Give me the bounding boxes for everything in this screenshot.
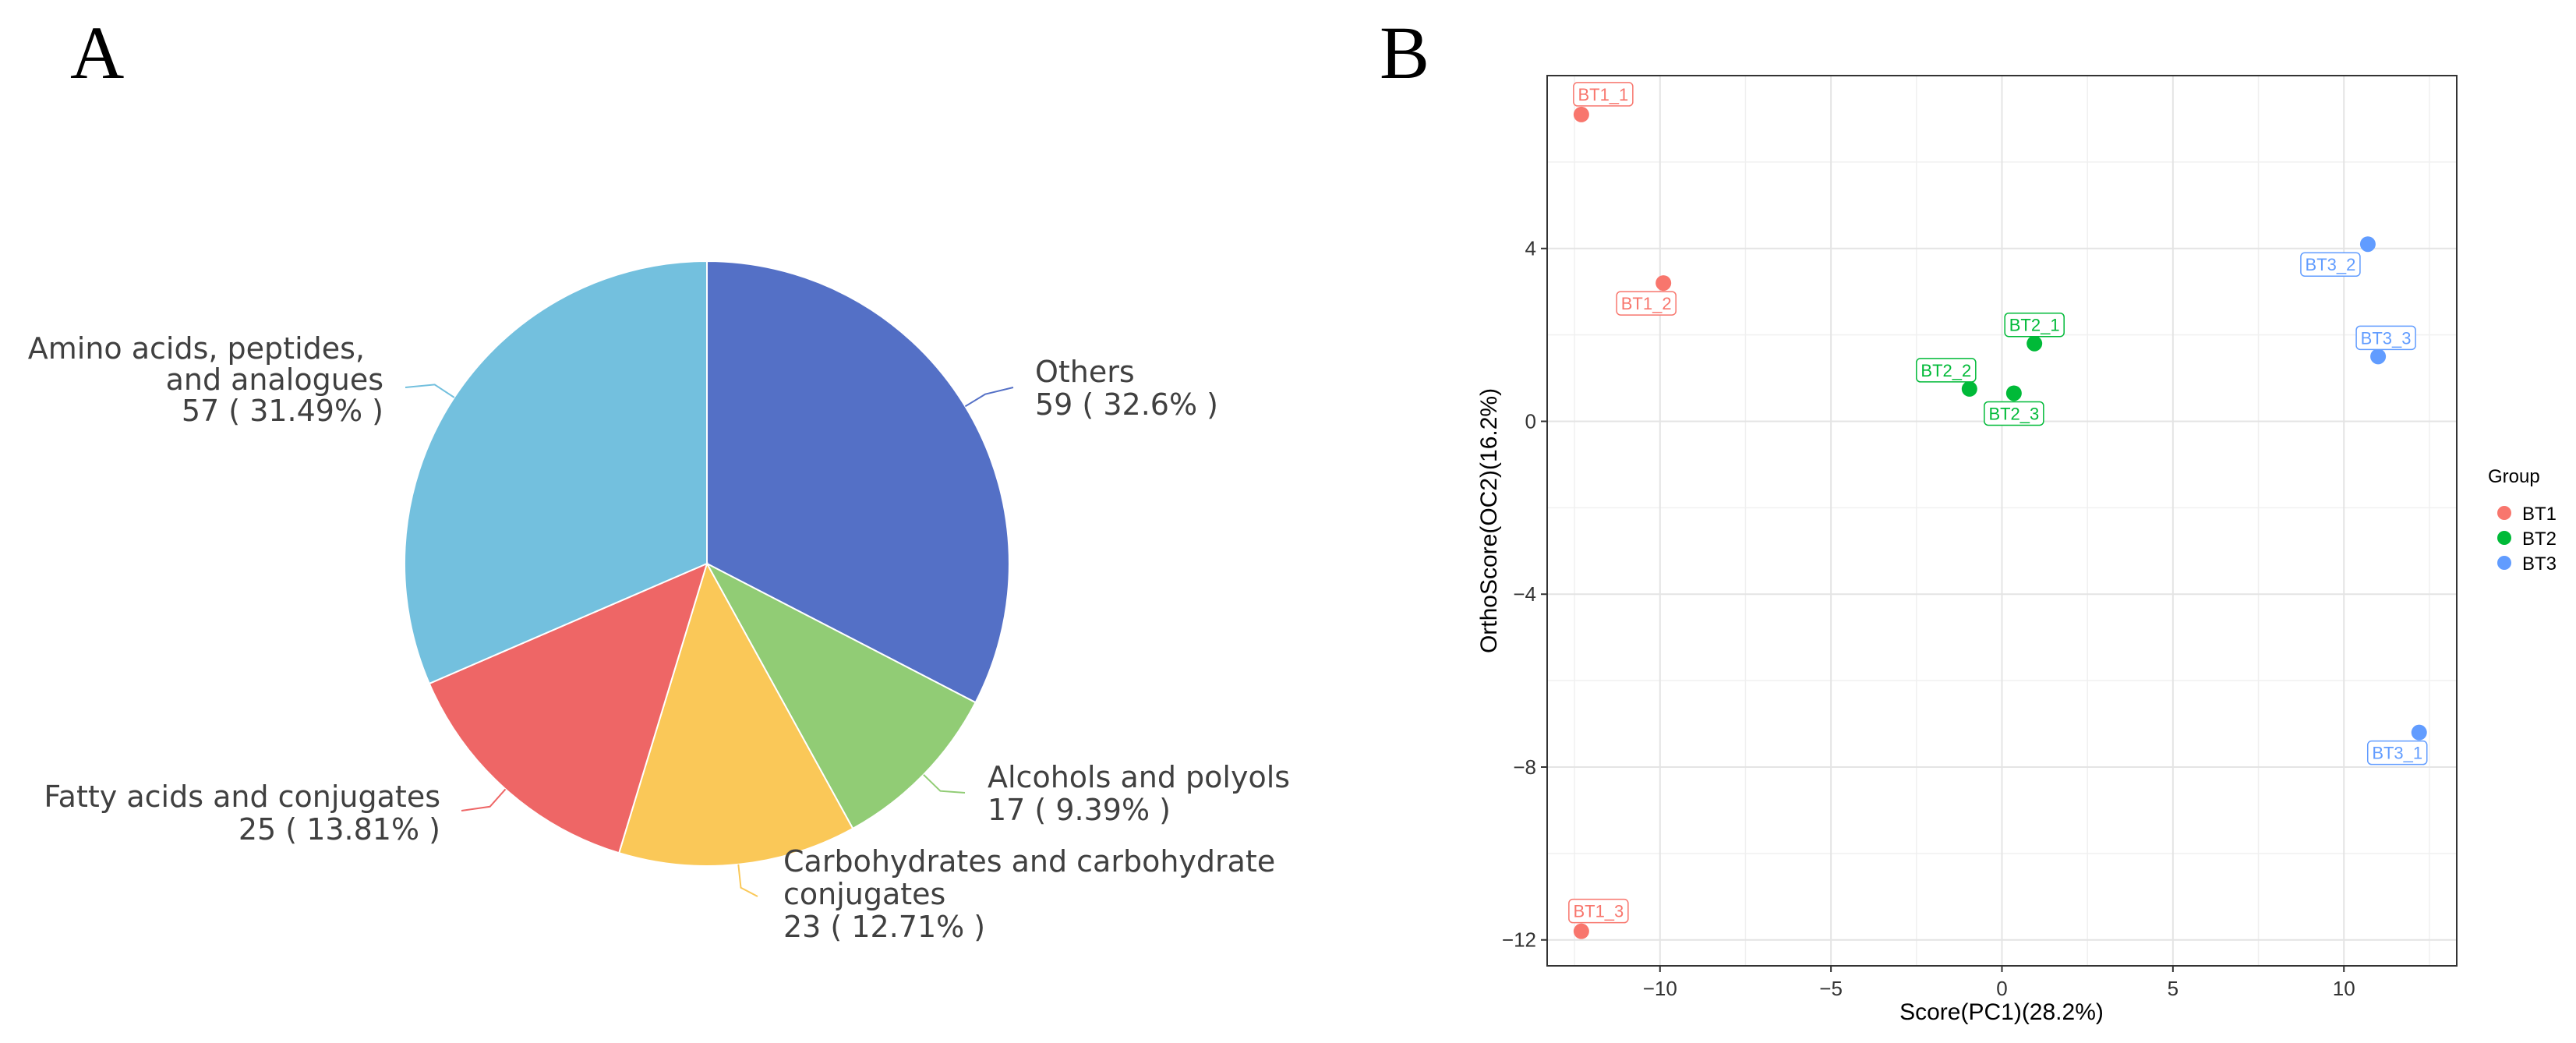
- panel-b-letter: B: [1380, 11, 1429, 94]
- scatter-point-bt2-1: [2027, 335, 2043, 352]
- pie-slices: [404, 260, 1010, 867]
- pie-slice-amino-acids-peptides-and-analogues: [404, 260, 708, 685]
- pie-label-alcohols-value: 17 ( 9.39% ): [988, 793, 1171, 827]
- scatter-point-bt1-2: [1655, 275, 1672, 292]
- legend-title: Group: [2488, 466, 2540, 487]
- x-axis-title: Score(PC1)(28.2%): [1899, 999, 2104, 1025]
- pie-leader-others: [964, 387, 1014, 408]
- point-label-bt1-2: BT1_2: [1616, 291, 1677, 316]
- point-label-box: [1568, 898, 1629, 924]
- scatter-point-bt3-3: [2370, 348, 2387, 365]
- point-label-text: BT3_3: [2361, 328, 2412, 348]
- pie-label-fatty-value: 25 ( 13.81% ): [239, 812, 440, 847]
- point-label-text: BT3_1: [2372, 744, 2422, 763]
- x-ticks: −10 −5 0 5 10: [1643, 966, 2355, 1000]
- scatter-point-bt3-1: [2411, 724, 2427, 741]
- pie-leader-amino-acids-peptides-and-analogues: [405, 384, 455, 398]
- pie-label-carbohydrates-value: 23 ( 12.71% ): [783, 910, 985, 944]
- legend-marker-bt2: [2497, 531, 2511, 545]
- point-label-bt3-2: BT3_2: [2300, 252, 2361, 277]
- pie-label-others-value: 59 ( 32.6% ): [1035, 387, 1218, 422]
- scatter-point-bt3-2: [2359, 236, 2376, 253]
- point-label-text: BT1_2: [1621, 294, 1672, 313]
- point-label-text: BT3_2: [2306, 255, 2356, 274]
- point-label-box: [1616, 291, 1677, 316]
- panel-a-letter: A: [70, 11, 124, 94]
- pie-label-amino-line1: Amino acids, peptides,: [28, 331, 365, 366]
- point-label-bt2-1: BT2_1: [2004, 312, 2065, 338]
- legend-marker-bt1: [2497, 506, 2511, 520]
- x-tick-label: 5: [2168, 977, 2178, 1000]
- scatter-point-bt2-2: [1961, 380, 1977, 397]
- pie-slice-carbohydrates-and-carbohydrate-conjugates: [617, 561, 854, 867]
- point-label-box: [1573, 82, 1634, 107]
- point-label-bt1-3: BT1_3: [1568, 898, 1629, 924]
- legend-label-bt3: BT3: [2522, 553, 2557, 575]
- pie-label-fatty-name: Fatty acids and conjugates: [44, 780, 440, 814]
- x-tick-label: 10: [2333, 977, 2355, 1000]
- y-tick-label: −4: [1513, 582, 1536, 606]
- y-tick-label: −8: [1513, 755, 1536, 779]
- pie-leader-carbohydrates-and-carbohydrate-conjugates: [737, 864, 758, 897]
- y-tick-label: 0: [1525, 409, 1536, 433]
- point-label-bt3-3: BT3_3: [2355, 325, 2416, 351]
- point-label-text: BT1_1: [1578, 85, 1628, 104]
- x-tick-label: 0: [1996, 977, 2007, 1000]
- pie-label-others-name: Others: [1035, 355, 1135, 389]
- point-label-box: [1984, 401, 2044, 426]
- point-label-text: BT2_2: [1921, 361, 1971, 380]
- scatter-point-bt2-3: [2005, 385, 2022, 401]
- x-tick-label: −10: [1643, 977, 1677, 1000]
- y-ticks: −12 −8 −4 0 4: [1502, 237, 1547, 952]
- point-label-bt2-2: BT2_2: [1916, 358, 1977, 383]
- y-tick-label: 4: [1525, 237, 1536, 260]
- scatter-points: [1573, 106, 2427, 939]
- point-label-box: [2300, 252, 2361, 277]
- pie-label-carbohydrates-line2: conjugates: [783, 877, 945, 911]
- x-tick-label: −5: [1819, 977, 1843, 1000]
- point-label-text: BT1_3: [1573, 902, 1624, 921]
- point-label-box: [2366, 740, 2428, 765]
- point-label-bt3-1: BT3_1: [2366, 740, 2428, 765]
- pie-chart: Others 59 ( 32.6% ) Alcohols and polyols…: [28, 260, 1290, 944]
- scatter-point-bt1-1: [1573, 106, 1589, 122]
- point-label-box: [1916, 358, 1977, 383]
- legend-label-bt1: BT1: [2522, 504, 2557, 525]
- pie-label-alcohols-name: Alcohols and polyols: [988, 760, 1290, 794]
- point-label-text: BT2_1: [2009, 316, 2060, 335]
- y-tick-label: −12: [1502, 928, 1536, 952]
- pie-leader-fatty-acids-and-conjugates: [461, 788, 507, 811]
- point-label-box: [2355, 325, 2416, 351]
- point-label-box: [2004, 312, 2065, 338]
- scatter-point-labels: BT1_1 BT1_2 BT1_3 BT2_1 BT2_2 BT2_3 BT3_1 BT3_2…: [1568, 82, 2428, 924]
- pie-leader-lines: [405, 384, 1014, 897]
- legend-label-bt2: BT2: [2522, 529, 2557, 550]
- legend-marker-bt3: [2497, 556, 2511, 570]
- pie-slice-others: [706, 260, 1010, 704]
- scatter-point-bt1-3: [1573, 923, 1589, 939]
- legend: Group BT1 BT2 BT3: [2488, 466, 2557, 575]
- point-label-text: BT2_3: [1988, 404, 2039, 423]
- pie-slice-fatty-acids-and-conjugates: [428, 562, 708, 854]
- pie-leader-alcohols-and-polyols: [923, 774, 966, 794]
- scatter-plot: −10 −5 0 5 10 −12 −8 −4 0 4 BT1_1 BT1_2 BT1_3 BT2_1…: [1476, 75, 2557, 1025]
- pie-slice-alcohols-and-polyols: [705, 561, 977, 830]
- y-axis-title: OrthoScore(OC2)(16.2%): [1476, 388, 1502, 653]
- point-label-bt2-3: BT2_3: [1984, 401, 2044, 426]
- pie-label-carbohydrates-line1: Carbohydrates and carbohydrate: [783, 844, 1275, 879]
- pie-label-amino-line2: and analogues: [166, 362, 383, 397]
- pie-label-amino-value: 57 ( 31.49% ): [182, 394, 383, 428]
- point-label-bt1-1: BT1_1: [1573, 82, 1634, 107]
